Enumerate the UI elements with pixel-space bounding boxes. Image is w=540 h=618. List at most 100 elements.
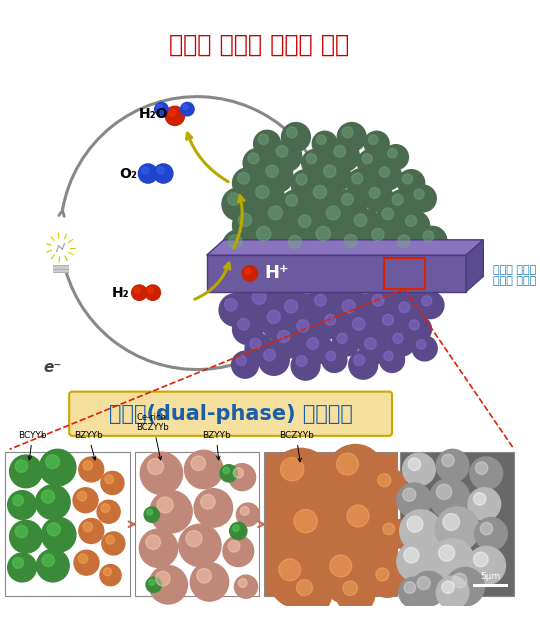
Circle shape [338,122,366,151]
Circle shape [404,258,417,271]
Circle shape [181,103,194,116]
Circle shape [326,206,340,220]
Circle shape [402,174,413,184]
Circle shape [302,150,329,176]
Text: 5μm: 5μm [480,572,500,581]
Circle shape [157,167,164,174]
Circle shape [101,504,110,512]
Circle shape [256,185,269,198]
Circle shape [222,229,259,266]
Circle shape [219,294,252,326]
Circle shape [296,320,309,332]
Circle shape [230,522,247,540]
Circle shape [243,148,272,177]
Circle shape [282,231,317,265]
Circle shape [380,347,404,373]
Bar [134,452,259,596]
Circle shape [353,318,365,330]
Text: 고성능 프로톤 세라믹 전지: 고성능 프로톤 세라믹 전지 [170,33,349,57]
Polygon shape [466,240,483,292]
Circle shape [372,245,407,279]
Polygon shape [207,240,483,255]
Circle shape [223,467,230,474]
Circle shape [140,452,183,494]
Circle shape [261,305,296,340]
Circle shape [475,462,488,474]
Circle shape [372,294,384,306]
Circle shape [325,315,336,325]
Circle shape [414,189,424,199]
Circle shape [330,555,352,577]
Circle shape [316,226,330,241]
Circle shape [377,519,408,549]
Circle shape [435,507,480,551]
Circle shape [148,287,153,293]
Circle shape [422,296,432,306]
Circle shape [366,224,399,256]
Circle shape [37,549,69,582]
Circle shape [250,338,261,349]
Circle shape [227,256,242,271]
Circle shape [338,496,395,554]
Circle shape [147,509,153,515]
Circle shape [436,449,469,482]
Circle shape [300,280,314,294]
Text: O₂: O₂ [119,166,137,180]
Circle shape [228,235,242,248]
Circle shape [271,141,302,172]
Bar [207,255,466,292]
Circle shape [342,300,355,313]
Circle shape [147,459,164,475]
Circle shape [186,531,202,547]
Circle shape [348,256,362,271]
Circle shape [403,453,435,486]
Circle shape [344,234,357,248]
Circle shape [341,193,353,205]
Circle shape [378,474,391,487]
Circle shape [144,507,159,522]
Circle shape [408,458,421,470]
Circle shape [239,213,252,226]
Circle shape [352,274,388,311]
Circle shape [382,269,415,302]
Circle shape [240,279,253,292]
Circle shape [480,522,492,535]
Circle shape [474,493,486,505]
Circle shape [316,135,326,145]
Circle shape [422,247,453,277]
Circle shape [291,351,320,380]
Circle shape [368,135,378,145]
Circle shape [12,557,24,569]
Circle shape [320,252,333,265]
Circle shape [370,562,404,597]
Circle shape [418,226,447,255]
Circle shape [42,554,55,567]
Circle shape [281,122,310,151]
Circle shape [306,153,316,164]
Circle shape [10,520,42,553]
Circle shape [79,519,104,543]
Circle shape [250,221,288,259]
Circle shape [314,247,349,281]
Circle shape [320,200,356,237]
Circle shape [360,333,390,364]
Circle shape [36,485,70,520]
Bar [53,265,68,273]
Circle shape [388,148,397,158]
Circle shape [259,345,289,375]
Circle shape [417,292,444,319]
Circle shape [238,318,249,330]
Circle shape [364,337,376,349]
Circle shape [146,535,160,549]
Circle shape [307,180,342,215]
Circle shape [468,488,501,520]
Circle shape [278,330,290,342]
Circle shape [330,274,343,287]
Circle shape [388,329,415,356]
Circle shape [367,290,398,321]
Circle shape [342,127,353,138]
Circle shape [279,295,313,329]
Circle shape [47,523,60,536]
Circle shape [190,562,229,601]
Circle shape [431,539,474,581]
